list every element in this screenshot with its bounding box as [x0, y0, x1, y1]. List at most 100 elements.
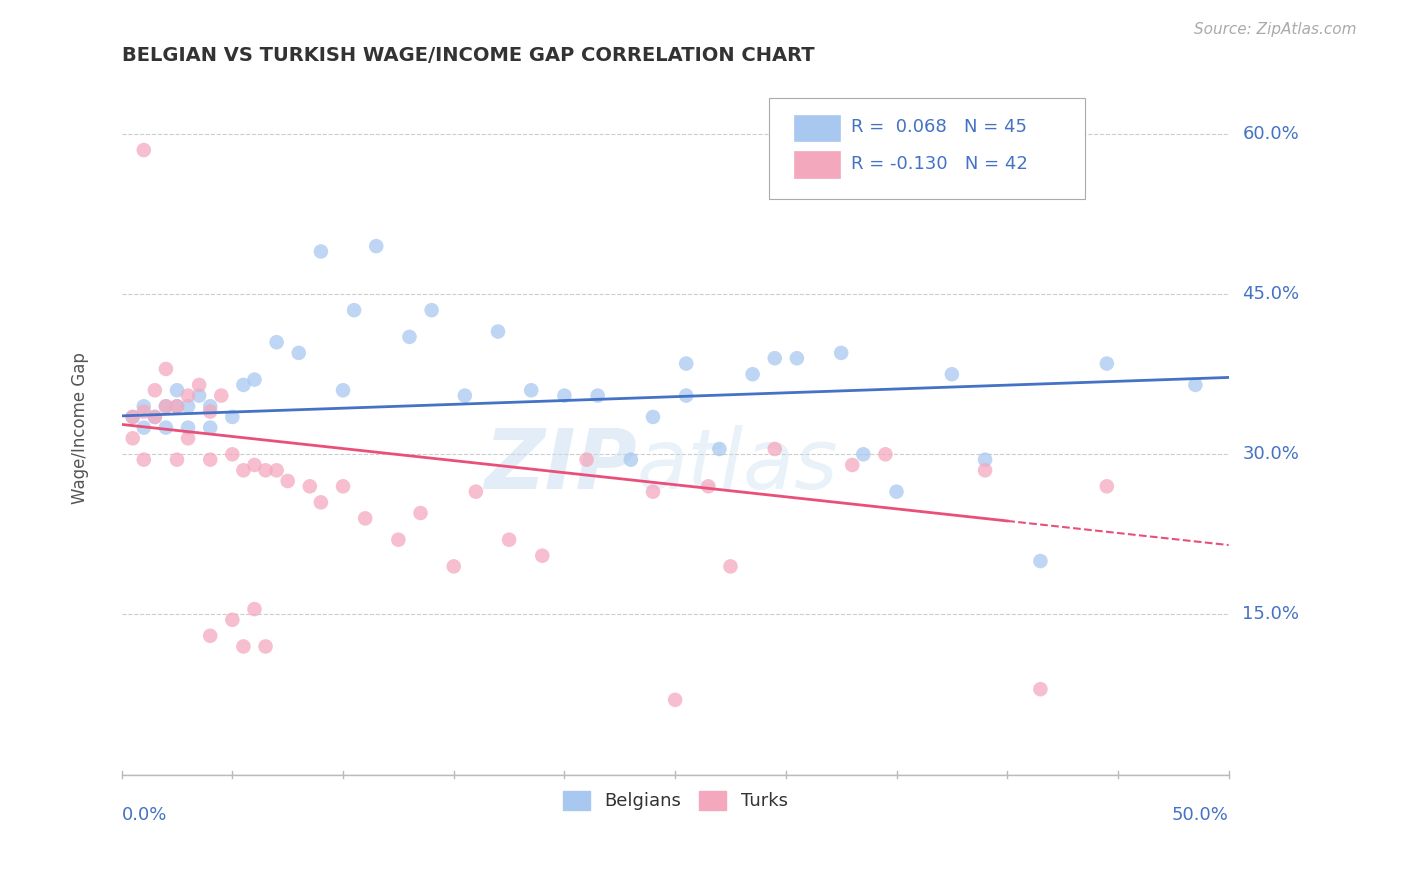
Point: [121, 431, 143, 445]
Point: [1095, 357, 1118, 371]
Point: [132, 399, 155, 413]
Point: [841, 458, 863, 472]
Legend: Belgians, Turks: Belgians, Turks: [555, 784, 794, 818]
Point: [464, 484, 486, 499]
Point: [443, 559, 465, 574]
Point: [974, 452, 997, 467]
Point: [498, 533, 520, 547]
Point: [200, 399, 222, 413]
Point: [641, 484, 664, 499]
Point: [132, 452, 155, 467]
Point: [221, 409, 243, 424]
Point: [132, 420, 155, 434]
Point: [200, 420, 222, 434]
Point: [620, 452, 643, 467]
Point: [143, 384, 166, 398]
Point: [875, 447, 897, 461]
Point: [354, 511, 377, 525]
Text: BELGIAN VS TURKISH WAGE/INCOME GAP CORRELATION CHART: BELGIAN VS TURKISH WAGE/INCOME GAP CORRE…: [122, 46, 814, 65]
Point: [200, 452, 222, 467]
Point: [254, 463, 277, 477]
Point: [409, 506, 432, 520]
Point: [1095, 479, 1118, 493]
Point: [575, 452, 598, 467]
Point: [641, 409, 664, 424]
Point: [420, 303, 443, 318]
Point: [132, 404, 155, 418]
Text: R = -0.130   N = 42: R = -0.130 N = 42: [851, 155, 1028, 173]
Text: ZIP: ZIP: [484, 425, 637, 507]
Point: [166, 399, 188, 413]
Point: [243, 373, 266, 387]
Point: [177, 420, 200, 434]
FancyBboxPatch shape: [793, 152, 839, 178]
Text: Source: ZipAtlas.com: Source: ZipAtlas.com: [1194, 22, 1357, 37]
Point: [486, 325, 509, 339]
Point: [675, 357, 697, 371]
Point: [121, 409, 143, 424]
Point: [941, 368, 963, 382]
Text: atlas: atlas: [637, 425, 838, 507]
Point: [309, 244, 332, 259]
Point: [332, 479, 354, 493]
Point: [177, 388, 200, 402]
Point: [520, 384, 543, 398]
Point: [232, 640, 254, 654]
Point: [343, 303, 366, 318]
Point: [188, 388, 211, 402]
Text: 30.0%: 30.0%: [1243, 445, 1299, 463]
Point: [664, 693, 686, 707]
Text: 50.0%: 50.0%: [1171, 805, 1229, 824]
Point: [155, 420, 177, 434]
Point: [254, 640, 277, 654]
Text: 15.0%: 15.0%: [1243, 606, 1299, 624]
Point: [454, 388, 477, 402]
FancyBboxPatch shape: [793, 115, 839, 141]
Point: [741, 368, 763, 382]
Point: [852, 447, 875, 461]
Text: Wage/Income Gap: Wage/Income Gap: [70, 351, 89, 504]
Point: [155, 399, 177, 413]
Point: [166, 384, 188, 398]
Point: [243, 602, 266, 616]
Point: [232, 378, 254, 392]
Point: [586, 388, 609, 402]
Point: [709, 442, 731, 456]
Point: [177, 431, 200, 445]
Text: 0.0%: 0.0%: [122, 805, 167, 824]
Point: [221, 447, 243, 461]
Text: 45.0%: 45.0%: [1243, 285, 1299, 303]
Point: [121, 409, 143, 424]
Point: [221, 613, 243, 627]
Text: R =  0.068   N = 45: R = 0.068 N = 45: [851, 118, 1028, 136]
Point: [155, 399, 177, 413]
Point: [974, 463, 997, 477]
Point: [763, 351, 786, 366]
Point: [1029, 554, 1052, 568]
Point: [143, 409, 166, 424]
Point: [166, 452, 188, 467]
Point: [200, 404, 222, 418]
Point: [531, 549, 554, 563]
Point: [209, 388, 232, 402]
Point: [697, 479, 720, 493]
Point: [298, 479, 321, 493]
Point: [309, 495, 332, 509]
Point: [675, 388, 697, 402]
Point: [366, 239, 388, 253]
Point: [763, 442, 786, 456]
Point: [232, 463, 254, 477]
Point: [886, 484, 908, 499]
Point: [830, 346, 852, 360]
Point: [166, 399, 188, 413]
Point: [553, 388, 575, 402]
Point: [200, 629, 222, 643]
Point: [132, 143, 155, 157]
Point: [398, 330, 420, 344]
Point: [786, 351, 808, 366]
Point: [266, 463, 288, 477]
Point: [332, 384, 354, 398]
Point: [387, 533, 409, 547]
Point: [720, 559, 742, 574]
Point: [1184, 378, 1206, 392]
